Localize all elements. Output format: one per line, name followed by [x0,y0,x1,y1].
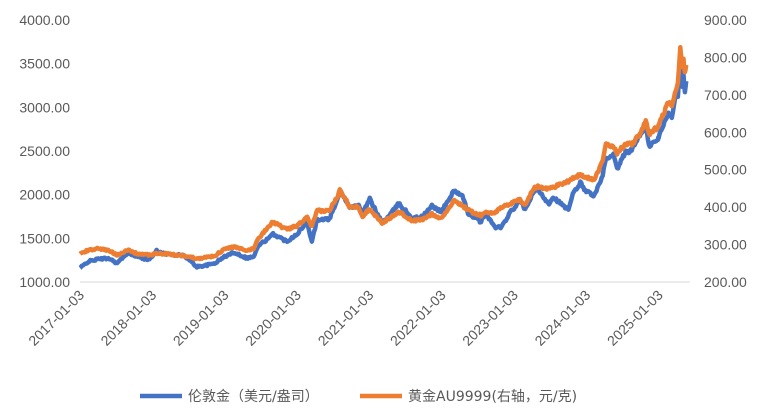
x-tick-label: 2018-01-03 [97,287,159,349]
y-right-tick-label: 700.00 [704,87,747,103]
y-left-tick-label: 1000.00 [19,274,70,290]
y-left-tick-label: 2000.00 [19,187,70,203]
y-right-tick-label: 800.00 [704,49,747,65]
x-tick-label: 2023-01-03 [459,287,521,349]
y-left-tick-label: 4000.00 [19,12,70,28]
x-tick-label: 2022-01-03 [387,287,449,349]
legend: 伦敦金（美元/盎司） 黄金AU9999(右轴，元/克) [140,388,577,405]
x-tick-label: 2020-01-03 [242,287,304,349]
y-right-axis: 200.00 300.00 400.00 500.00 600.00 700.00 800.… [704,12,747,290]
y-left-tick-label: 1500.00 [19,230,70,246]
legend-label: 黄金AU9999(右轴，元/克) [408,388,577,405]
y-left-tick-label: 2500.00 [19,143,70,159]
y-right-tick-label: 500.00 [704,162,747,178]
series-line-2 [78,45,689,262]
y-right-tick-label: 300.00 [704,237,747,253]
y-left-axis: 1000.00 1500.00 2000.00 2500.00 3000.00 3500.… [19,12,70,290]
x-tick-label: 2021-01-03 [315,287,377,349]
x-tick-label: 2024-01-03 [531,287,593,349]
y-right-tick-label: 200.00 [704,274,747,290]
y-left-tick-label: 3500.00 [19,56,70,72]
y-right-tick-label: 900.00 [704,12,747,28]
x-tick-label: 2025-01-03 [604,287,666,349]
y-right-tick-label: 600.00 [704,124,747,140]
plot-area [78,45,689,270]
y-left-tick-label: 3000.00 [19,99,70,115]
legend-label: 伦敦金（美元/盎司） [188,389,319,405]
x-tick-label: 2017-01-03 [25,287,87,349]
y-right-tick-label: 400.00 [704,199,747,215]
x-tick-label: 2019-01-03 [170,287,232,349]
series-line-1 [78,61,689,270]
x-axis: 2017-01-03 2018-01-03 2019-01-03 2020-01-03… [25,281,690,349]
